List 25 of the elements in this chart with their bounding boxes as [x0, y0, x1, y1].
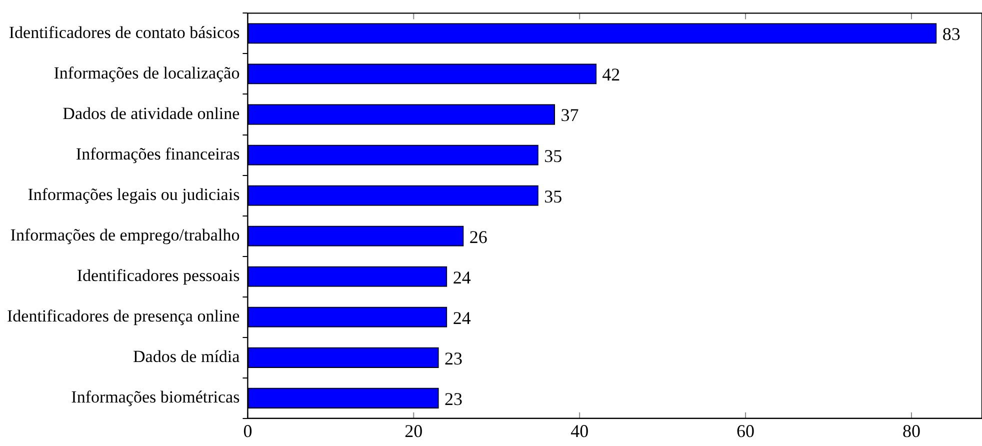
x-tick-label: 0 [243, 420, 252, 441]
data-label: 35 [544, 146, 562, 166]
y-tick-label: Dados de atividade online [62, 104, 240, 123]
y-tick-label: Informações biométricas [71, 388, 240, 407]
y-tick-label: Informações de localização [54, 63, 240, 82]
data-label: 26 [469, 226, 488, 247]
data-label: 83 [942, 24, 960, 44]
data-label: 37 [560, 105, 579, 126]
data-label: 35 [544, 186, 562, 206]
data-label: 42 [602, 64, 620, 85]
y-tick-label: Identificadores de presença online [6, 306, 240, 326]
data-label: 24 [452, 308, 471, 328]
data-label: 24 [452, 267, 471, 288]
y-tick-label: Identificadores pessoais [76, 266, 240, 286]
y-tick-label: Identificadores de contato básicos [8, 22, 240, 42]
y-tick-label: Informações financeiras [76, 144, 240, 164]
data-label: 23 [444, 348, 463, 368]
y-tick-label: Dados de mídia [132, 347, 240, 366]
y-tick-label: Informações legais ou judiciais [28, 185, 240, 204]
data-label: 23 [444, 388, 463, 409]
y-tick-label: Informações de emprego/trabalho [10, 226, 240, 245]
x-tick-label: 20 [404, 420, 423, 441]
x-tick-label: 80 [902, 420, 920, 441]
x-tick-label: 60 [736, 420, 755, 441]
x-tick-label: 40 [570, 420, 589, 441]
